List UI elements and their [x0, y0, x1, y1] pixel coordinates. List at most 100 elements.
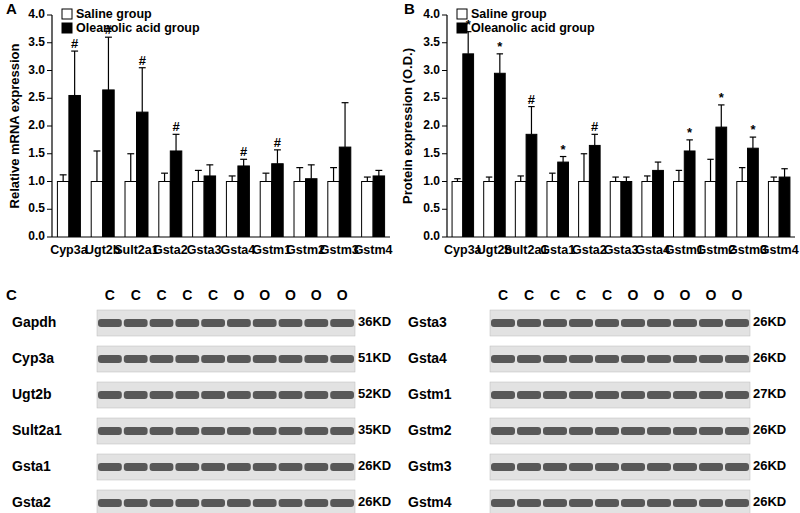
- y-tick: [47, 70, 52, 71]
- error-stem: [678, 170, 679, 181]
- band: [201, 319, 225, 327]
- error-stem: [647, 176, 648, 182]
- error-bar: [229, 176, 236, 182]
- band: [491, 427, 515, 435]
- y-tick: [442, 237, 447, 238]
- significance-mark: *: [719, 90, 725, 105]
- error-stem: [657, 162, 658, 170]
- x-tick-label: Cyp3a: [50, 243, 89, 257]
- bar: [238, 166, 249, 237]
- protein-label: Gstm1: [408, 386, 452, 402]
- bar: [193, 182, 204, 238]
- x-tick-label: Gsta3: [604, 243, 639, 257]
- bar: [558, 162, 569, 237]
- error-bar: [528, 107, 534, 135]
- error-bar: [308, 165, 315, 179]
- y-axis: [51, 15, 52, 237]
- band: [725, 391, 749, 399]
- band: [517, 463, 541, 471]
- significance-mark: *: [687, 125, 693, 140]
- error-stem: [752, 137, 753, 148]
- band: [150, 427, 174, 435]
- band: [150, 391, 174, 399]
- band: [569, 319, 593, 327]
- error-bar: [781, 169, 787, 177]
- lane-label: O: [285, 287, 296, 303]
- band: [725, 499, 749, 507]
- band: [330, 427, 354, 435]
- error-cap: [206, 164, 213, 165]
- error-bar: [771, 177, 777, 181]
- error-bar: [139, 68, 146, 112]
- y-tick-label: 3.5: [28, 35, 45, 49]
- band: [517, 355, 541, 363]
- band: [491, 499, 515, 507]
- blot-row: Gsta126KD: [12, 454, 391, 480]
- band: [595, 463, 619, 471]
- y-tick: [47, 181, 52, 182]
- size-label: 36KD: [358, 314, 391, 329]
- blot-strip: [97, 346, 355, 372]
- band: [98, 391, 122, 399]
- bar: [339, 147, 350, 237]
- band: [124, 427, 148, 435]
- error-cap: [375, 170, 382, 171]
- error-bar: [676, 170, 682, 181]
- error-cap: [364, 176, 371, 177]
- blot-strip: [490, 418, 750, 444]
- y-tick: [442, 153, 447, 154]
- bar: [705, 182, 716, 238]
- legend-label: Oleanolic acid group: [76, 21, 200, 35]
- error-bar: [581, 154, 587, 182]
- error-bar: [173, 134, 180, 151]
- error-cap: [127, 153, 134, 154]
- band: [647, 355, 671, 363]
- blot-panel: CCCCCCOOOOOGapdh36KDCyp3a51KDUgt2b52KDSu…: [6, 286, 786, 513]
- bar: [294, 182, 305, 238]
- band: [699, 355, 723, 363]
- band: [621, 463, 645, 471]
- band: [699, 427, 723, 435]
- y-tick-label: 4.0: [423, 7, 440, 21]
- band: [621, 319, 645, 327]
- error-stem: [175, 134, 176, 151]
- bar: [674, 182, 685, 238]
- error-bar: [263, 173, 270, 181]
- y-tick-label: 2.5: [423, 90, 440, 104]
- band: [304, 355, 328, 363]
- bar: [260, 182, 271, 238]
- blot-row: Gstm426KD: [408, 490, 786, 513]
- error-stem: [468, 32, 469, 54]
- error-stem: [784, 169, 785, 177]
- error-cap: [486, 176, 492, 177]
- blot-strip: [490, 382, 750, 408]
- band: [725, 319, 749, 327]
- band: [175, 355, 199, 363]
- bar: [125, 182, 136, 238]
- significance-mark: #: [240, 144, 248, 159]
- band: [543, 391, 567, 399]
- band: [569, 427, 593, 435]
- legend-label: Oleanolic acid group: [471, 21, 595, 35]
- error-bar: [206, 165, 213, 176]
- panel-label: A: [6, 0, 17, 17]
- size-label: 26KD: [358, 458, 391, 473]
- y-tick: [442, 181, 447, 182]
- bar: [768, 182, 779, 238]
- band: [569, 391, 593, 399]
- error-bar: [612, 177, 618, 181]
- bar: [610, 182, 621, 238]
- band: [330, 319, 354, 327]
- chart: BProtein expression (O.D.)0.00.51.01.52.…: [400, 0, 798, 257]
- error-cap: [655, 161, 661, 162]
- blot-strip: [97, 310, 355, 336]
- error-bar: [517, 176, 523, 182]
- error-bar: [161, 173, 168, 181]
- legend-swatch: [62, 23, 72, 33]
- size-label: 27KD: [753, 386, 786, 401]
- band: [175, 391, 199, 399]
- error-bar: [655, 162, 661, 170]
- error-stem: [311, 165, 312, 179]
- error-stem: [243, 159, 244, 166]
- error-stem: [209, 165, 210, 176]
